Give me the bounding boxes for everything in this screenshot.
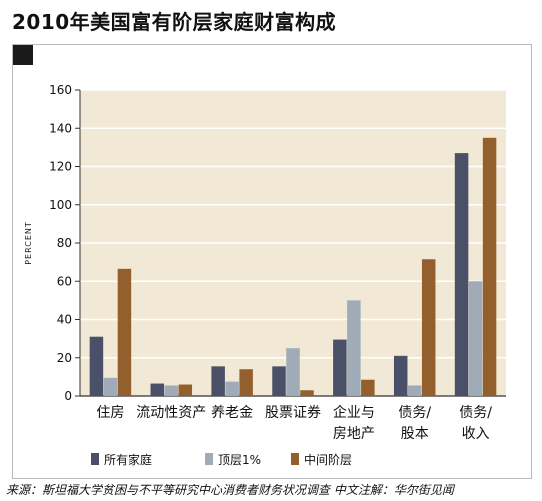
bar (211, 366, 225, 396)
bar (103, 377, 118, 396)
legend-label: 顶层1% (218, 453, 261, 467)
bar (361, 379, 375, 396)
bar (393, 355, 408, 396)
legend-swatch (291, 453, 299, 465)
bar (272, 366, 286, 396)
bar (286, 348, 300, 396)
x-tick-label-line: 企业与 (333, 404, 375, 421)
bar (454, 153, 469, 396)
x-tick-label-line: 股票证券 (265, 405, 321, 421)
bar (150, 383, 165, 396)
x-tick-label: 住房 (96, 405, 124, 421)
y-tick-label: 100 (49, 198, 72, 212)
x-tick-label-line: 住房 (96, 405, 124, 421)
x-tick-label: 养老金 (211, 405, 253, 421)
x-tick-label-line: 房地产 (333, 426, 375, 442)
bar (117, 268, 132, 396)
x-tick-label-line: 养老金 (211, 405, 253, 421)
bar (300, 390, 314, 396)
x-tick-label-line: 收入 (462, 426, 490, 442)
x-tick-label-line: 股本 (401, 426, 429, 442)
y-tick-label: 60 (57, 274, 72, 288)
y-tick-label: 0 (64, 389, 72, 403)
bar (482, 137, 497, 396)
x-tick-label: 流动性资产 (136, 405, 206, 421)
y-tick-label: 160 (49, 83, 72, 97)
bar (333, 339, 347, 396)
y-axis-title: PERCENT (24, 221, 33, 265)
x-tick-label-line: 债务/ (459, 405, 492, 421)
y-tick-label: 20 (57, 351, 72, 365)
legend-label: 中间阶层 (304, 452, 352, 467)
source-note: 来源：斯坦福大学贫困与不平等研究中心消费者财务状况调查 中文注解：华尔街见闻 (6, 483, 454, 497)
chart-title: 2010年美国富有阶层家庭财富构成 (12, 10, 337, 34)
y-tick-label: 120 (49, 160, 72, 174)
y-tick-label: 80 (57, 236, 72, 250)
bar (89, 336, 104, 396)
y-tick-label: 140 (49, 121, 72, 135)
bar (164, 385, 179, 396)
bar (468, 281, 483, 396)
x-tick-label: 债务/收入 (459, 405, 492, 442)
x-tick-label: 股票证券 (265, 405, 321, 421)
bar (239, 369, 253, 396)
legend-swatch (205, 453, 213, 465)
bar (421, 259, 436, 396)
x-tick-label: 企业与房地产 (333, 404, 375, 442)
bar (178, 384, 193, 396)
x-tick-label-line: 流动性资产 (136, 405, 206, 421)
legend-swatch (91, 453, 99, 465)
x-tick-label-line: 债务/ (398, 405, 431, 421)
legend-label: 所有家庭 (104, 452, 152, 467)
bar (407, 385, 422, 396)
bar (347, 300, 361, 396)
y-tick-label: 40 (57, 313, 72, 327)
x-tick-label: 债务/股本 (398, 405, 431, 442)
bar (225, 381, 239, 396)
corner-mark (13, 45, 33, 65)
